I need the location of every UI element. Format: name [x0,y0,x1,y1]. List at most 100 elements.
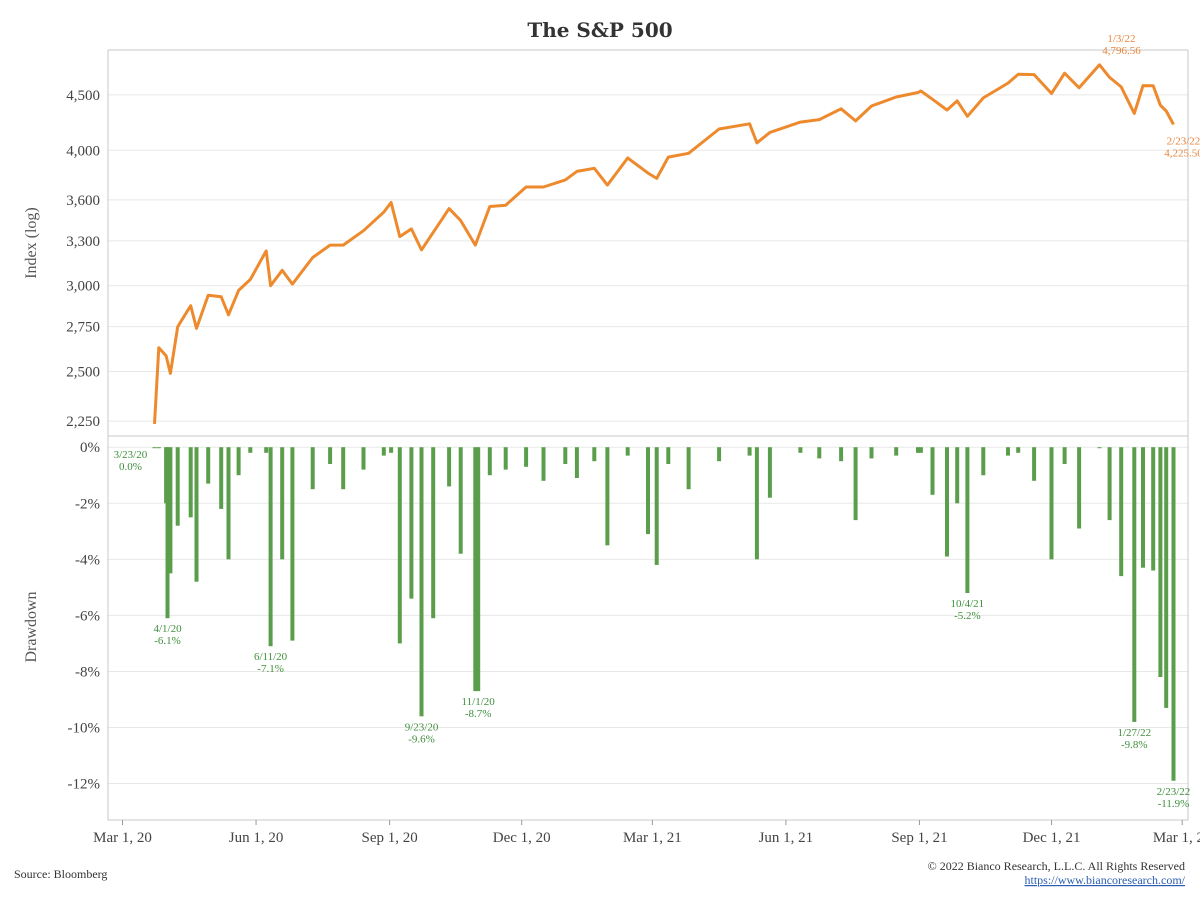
x-tick-label: Sep 1, 20 [361,830,417,846]
drawdown-panel: 0%-2%-4%-6%-8%-10%-12% Drawdown 3/23/200… [23,435,1191,821]
price-y-tick-label: 2,250 [66,414,100,430]
x-tick-label: Jun 1, 20 [229,830,284,846]
x-tick-label: Mar 1, 20 [93,830,152,846]
drawdown-bar [389,447,394,453]
drawdown-bar [168,447,173,574]
drawdown-bar [1164,447,1169,708]
drawdown-bar [219,447,224,509]
drawdown-annotation-date: 4/1/20 [153,623,182,635]
drawdown-y-tick-label: -8% [75,664,100,680]
drawdown-annotation-value: -6.1% [154,635,181,647]
drawdown-y-axis-title: Drawdown [23,591,40,662]
drawdown-annotation-date: 10/4/21 [951,598,985,610]
drawdown-bar [328,447,333,465]
drawdown-bar [930,447,935,495]
drawdown-annotation-value: -9.8% [1121,739,1148,751]
drawdown-annotation-date: 3/23/20 [114,449,148,461]
drawdown-y-tick-label: -10% [68,721,101,737]
drawdown-bar [1032,447,1037,481]
drawdown-bar [1119,447,1124,577]
drawdown-bar [341,447,346,490]
drawdown-annotation-date: 9/23/20 [405,721,439,733]
drawdown-bar [686,447,691,490]
drawdown-annotation-value: -8.7% [465,708,492,720]
drawdown-bar [236,447,241,476]
drawdown-bar [1049,447,1054,560]
drawdown-bar [1006,447,1010,456]
drawdown-bar [747,447,752,456]
drawdown-annotation-date: 2/23/22 [1157,786,1191,798]
drawdown-bar [1097,447,1102,449]
price-y-tick-label: 4,500 [66,88,100,104]
drawdown-bar [409,447,414,599]
drawdown-y-ticks: 0% -2% -4% -6% -8% -10% -12% [68,440,101,792]
x-tick-label: Sep 1, 21 [891,830,947,846]
drawdown-y-tick-label: -6% [75,608,100,624]
source-note: Source: Bloomberg [14,867,107,881]
drawdown-bar [918,447,923,453]
drawdown-bar [165,447,170,619]
drawdown-bar [592,447,597,462]
drawdown-annotations: 3/23/200.0% 4/1/20-6.1% 6/11/20-7.1% 9/23/2… [114,449,1191,810]
x-tick-label: Dec 1, 21 [1023,830,1081,846]
price-panel: 2,250 2,500 2,750 3,000 3,300 3,600 4,000 4,500… [23,33,1200,437]
drawdown-annotation-date: 1/27/22 [1117,727,1151,739]
drawdown-bar [767,447,772,498]
drawdown-y-tick-label: -4% [75,552,100,568]
drawdown-annotation-value: -7.1% [257,663,284,675]
drawdown-bar [1077,447,1082,529]
x-tick-label: Dec 1, 20 [493,830,551,846]
copyright-note: © 2022 Bianco Research, L.L.C. All Right… [928,859,1185,873]
drawdown-bar [717,447,722,462]
drawdown-bar [447,447,452,487]
x-tick-label: Mar 1, 22 [1153,830,1200,846]
website-link[interactable]: https://www.biancoresearch.com/ [1024,873,1185,887]
drawdown-bar [1016,447,1021,453]
chart-title: The S&P 500 [527,18,672,42]
price-y-axis-title: Index (log) [23,207,40,279]
drawdown-bar [310,447,315,490]
drawdown-annotation-value: 0.0% [119,461,142,473]
drawdown-bar [955,447,960,504]
drawdown-bar [666,447,671,465]
drawdown-bar [916,447,920,453]
drawdown-bar [206,447,211,484]
drawdown-bar [290,447,295,641]
drawdown-bar [894,447,899,456]
drawdown-bar [473,447,478,692]
drawdown-bar [381,447,386,456]
drawdown-bar [817,447,822,459]
drawdown-annotation-value: -11.9% [1158,798,1190,810]
drawdown-plot-frame [107,435,1189,821]
price-y-ticks: 2,250 2,500 2,750 3,000 3,300 3,600 4,000 4,500 [66,88,100,430]
price-y-tick-label: 3,600 [66,193,100,209]
price-y-tick-label: 3,000 [66,279,100,295]
drawdown-bar [981,447,986,476]
drawdown-y-tick-label: -12% [68,777,101,793]
drawdown-bar [458,447,463,554]
price-y-tick-label: 2,750 [66,320,100,336]
drawdown-bar [646,447,650,535]
drawdown-bar [487,447,492,476]
drawdown-bar [869,447,874,459]
drawdown-bar [226,447,231,560]
drawdown-bar [264,447,269,453]
drawdown-bar [1141,447,1145,568]
drawdown-bar [839,447,844,462]
price-y-tick-label: 3,300 [66,234,100,250]
drawdown-bar [1158,447,1163,678]
drawdown-annotation-value: -9.6% [408,733,435,745]
price-annotation-value: 4,225.50 [1164,147,1200,159]
drawdown-bar [965,447,970,594]
drawdown-bar [625,447,630,456]
drawdown-bar [419,447,424,717]
price-annotation-date: 1/3/22 [1107,33,1135,45]
drawdown-bar [1151,447,1156,571]
x-tick-label: Jun 1, 21 [759,830,814,846]
drawdown-annotation-date: 6/11/20 [254,651,288,663]
price-y-tick-label: 4,000 [66,143,100,159]
price-annotation-value: 4,796.56 [1102,45,1141,57]
price-annotation-date: 2/23/22 [1167,135,1200,147]
drawdown-bar [798,447,803,453]
